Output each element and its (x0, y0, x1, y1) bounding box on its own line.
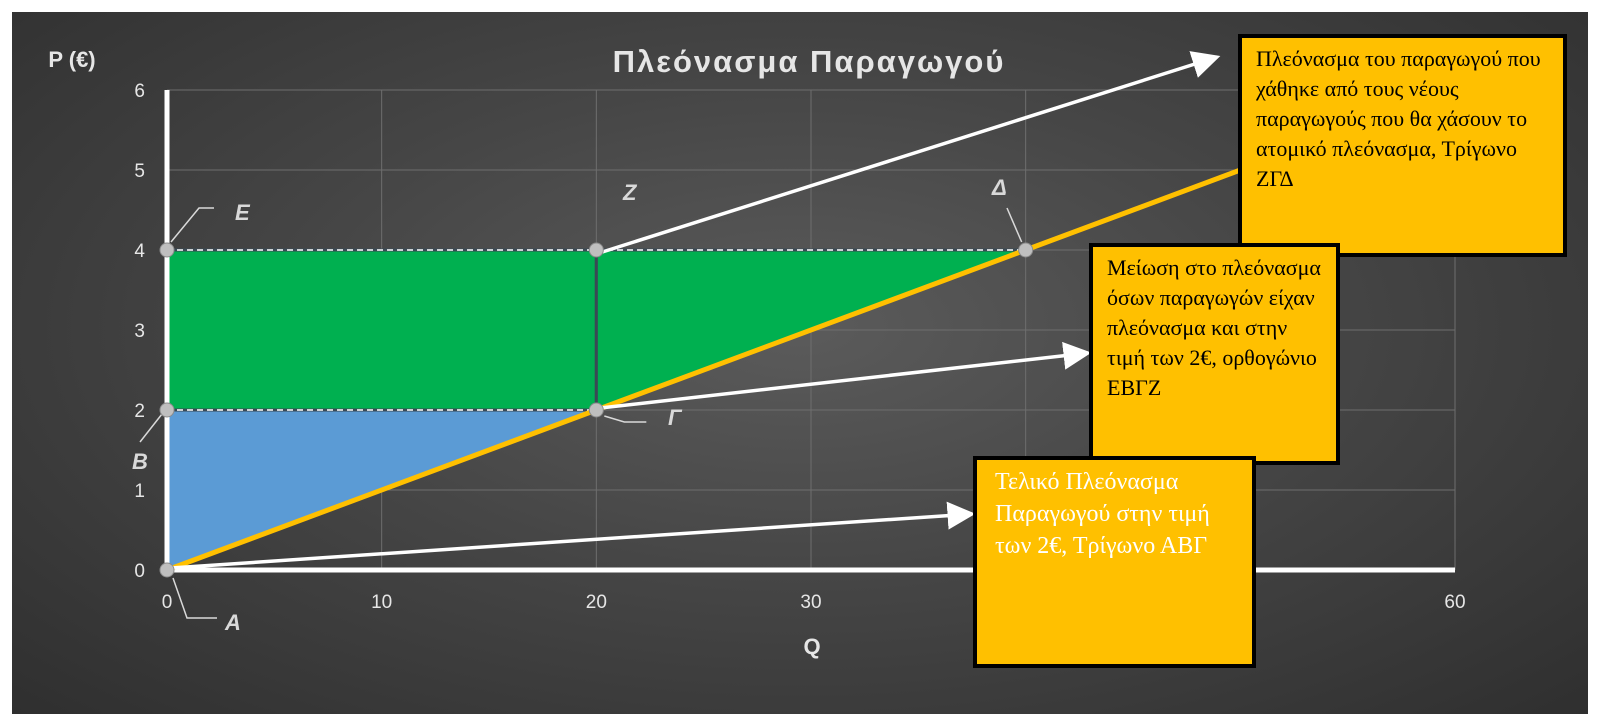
annotation-arrow (170, 501, 976, 570)
point-marker (588, 402, 604, 418)
y-tick-label: 1 (134, 481, 145, 502)
callout-reduced-surplus: Μείωση στο πλεόνασμα όσων παραγωγών είχα… (1089, 243, 1340, 465)
point-leader-line (604, 415, 647, 423)
point-leader-line (172, 577, 217, 619)
chart-title: Πλεόνασμα Παραγωγού (613, 44, 1006, 79)
chart-panel: A B Γ Δ E Z 0 10 20 30 60 0 1 2 3 4 5 6 Πλεόνασμα Παραγω… (12, 12, 1588, 714)
point-marker (159, 242, 175, 258)
y-tick-label: 3 (134, 321, 145, 342)
annotation-arrow (600, 341, 1092, 410)
x-tick-label: 20 (586, 592, 607, 613)
point-label: B (132, 449, 148, 474)
point-marker (588, 242, 604, 258)
point-leader-line (139, 413, 163, 443)
y-axis-label: P (€) (48, 47, 95, 72)
x-tick-label: 10 (371, 592, 392, 613)
y-tick-label: 5 (134, 161, 145, 182)
point-label: Z (622, 180, 638, 205)
annotation-arrows (170, 51, 1221, 570)
y-tick-label: 6 (134, 81, 145, 102)
point-label: Γ (668, 405, 683, 430)
point-marker (159, 402, 175, 418)
annotation-arrow (601, 51, 1221, 254)
y-tick-label: 0 (134, 561, 145, 582)
y-tick-label: 2 (134, 401, 145, 422)
x-tick-label: 60 (1444, 592, 1465, 613)
point-marker (1018, 242, 1034, 258)
reference-lines (167, 249, 1026, 411)
callout-final-surplus: Τελικό Πλεόνασμα Παραγωγού στην τιμή των… (973, 456, 1256, 668)
point-label: E (235, 200, 251, 225)
point-label: Δ (991, 175, 1007, 200)
y-tick-label: 4 (134, 241, 145, 262)
point-leader-line (1006, 207, 1023, 243)
callout-lost-surplus: Πλεόνασμα του παραγωγού που χάθηκε από τ… (1238, 34, 1567, 257)
labeled-points: A B Γ Δ E Z (132, 175, 1034, 635)
x-axis-label: Q (803, 634, 820, 659)
point-leader-line (170, 207, 214, 243)
tick-labels: 0 10 20 30 60 0 1 2 3 4 5 6 (134, 81, 1465, 613)
x-tick-label: 30 (800, 592, 821, 613)
area-rectangle-EBGZ (165, 248, 598, 412)
point-marker (159, 562, 175, 578)
point-label: A (224, 610, 241, 635)
x-tick-label: 0 (162, 592, 173, 613)
